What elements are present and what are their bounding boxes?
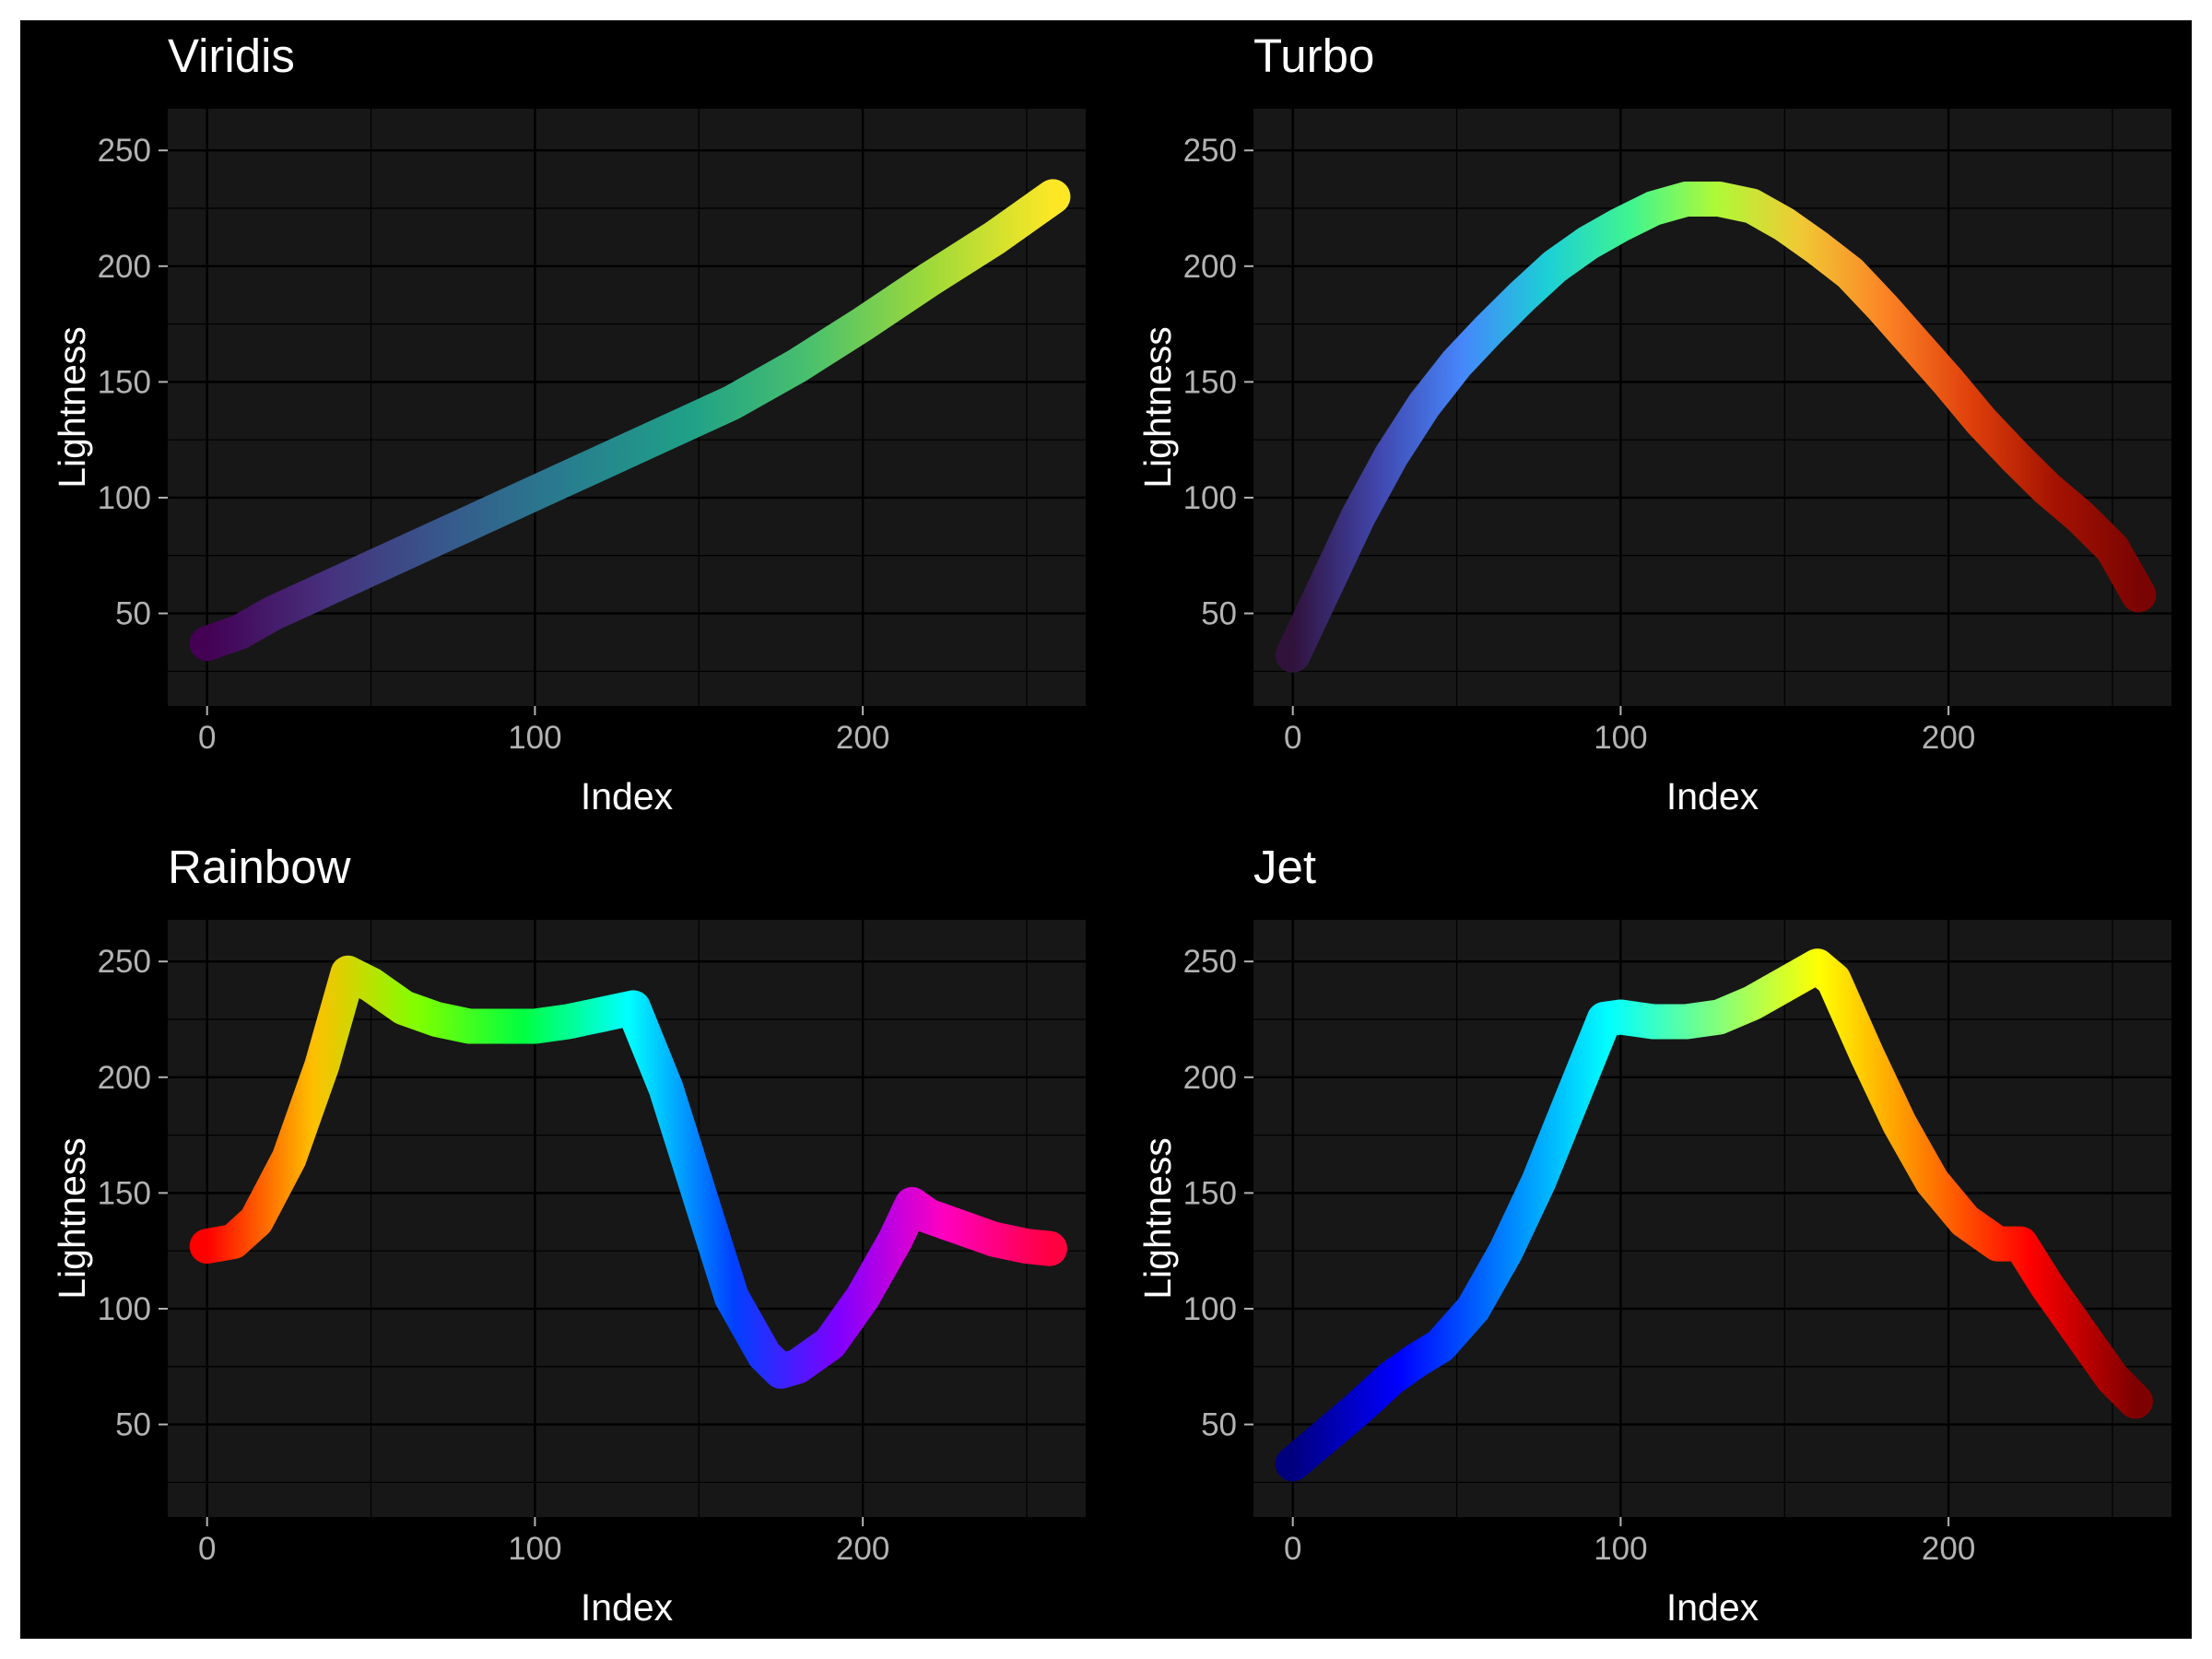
y-tick-label: 100 — [98, 1291, 151, 1327]
y-tick-label: 50 — [115, 1407, 151, 1443]
y-tick-label: 200 — [1183, 1060, 1237, 1096]
panel-title: Jet — [1253, 841, 1316, 893]
panel-title: Turbo — [1253, 29, 1374, 82]
x-axis-title: Index — [1666, 1586, 1759, 1629]
x-tick-label: 200 — [836, 720, 889, 756]
x-axis-title: Index — [581, 775, 674, 818]
y-tick-label: 150 — [1183, 1175, 1237, 1211]
y-tick-label: 150 — [98, 1175, 151, 1211]
y-tick-label: 150 — [1183, 364, 1237, 400]
y-tick-label: 100 — [1183, 480, 1237, 516]
y-tick-label: 150 — [98, 364, 151, 400]
series-line-turbo — [1275, 182, 2157, 673]
y-tick-label: 50 — [115, 596, 151, 632]
y-tick-label: 100 — [98, 480, 151, 516]
panel-title: Viridis — [168, 29, 295, 82]
figure-background: 0 100 200 50 100 150 200 250 Viridis Index Lightne… — [20, 20, 2192, 1639]
x-tick-label: 200 — [1922, 720, 1975, 756]
y-axis-title: Lightness — [51, 326, 93, 488]
x-axis-title: Index — [1666, 775, 1759, 818]
x-tick-label: 100 — [1594, 720, 1647, 756]
panel-jet: 0 100 200 50 100 150 200 250 Jet Index Lightness — [1136, 841, 2171, 1629]
x-tick-label: 100 — [508, 1531, 561, 1567]
x-axis-title: Index — [581, 1586, 674, 1629]
y-tick-label: 250 — [98, 944, 151, 980]
x-tick-label: 0 — [198, 1531, 216, 1567]
y-tick-label: 100 — [1183, 1291, 1237, 1327]
series-line-jet — [1275, 948, 2153, 1482]
panel-viridis: 0 100 200 50 100 150 200 250 Viridis Index Lightne… — [51, 29, 1086, 818]
chart-grid: 0 100 200 50 100 150 200 250 Viridis Index Lightne… — [51, 29, 2171, 1629]
y-tick-label: 50 — [1201, 596, 1237, 632]
series-line-rainbow — [189, 955, 1067, 1389]
x-tick-label: 0 — [1284, 720, 1301, 756]
y-tick-label: 200 — [98, 1060, 151, 1096]
y-tick-label: 200 — [98, 249, 151, 285]
y-tick-label: 50 — [1201, 1407, 1237, 1443]
y-axis-title: Lightness — [1136, 326, 1179, 488]
y-tick-label: 250 — [1183, 133, 1237, 169]
x-tick-label: 100 — [1594, 1531, 1647, 1567]
y-tick-label: 250 — [1183, 944, 1237, 980]
panel-rainbow: 0 100 200 50 100 150 200 250 Rainbow Index Lightne… — [51, 841, 1086, 1629]
x-tick-label: 200 — [836, 1531, 889, 1567]
y-axis-title: Lightness — [1136, 1137, 1179, 1300]
x-tick-label: 0 — [1284, 1531, 1301, 1567]
x-tick-label: 100 — [508, 720, 561, 756]
x-tick-label: 200 — [1922, 1531, 1975, 1567]
y-tick-label: 200 — [1183, 249, 1237, 285]
y-axis-title: Lightness — [51, 1137, 93, 1300]
y-tick-label: 250 — [98, 133, 151, 169]
panel-title: Rainbow — [168, 841, 351, 893]
series-line-viridis — [189, 179, 1071, 662]
panel-turbo: 0 100 200 50 100 150 200 250 Turbo Index Lightness — [1136, 29, 2171, 818]
x-tick-label: 0 — [198, 720, 216, 756]
